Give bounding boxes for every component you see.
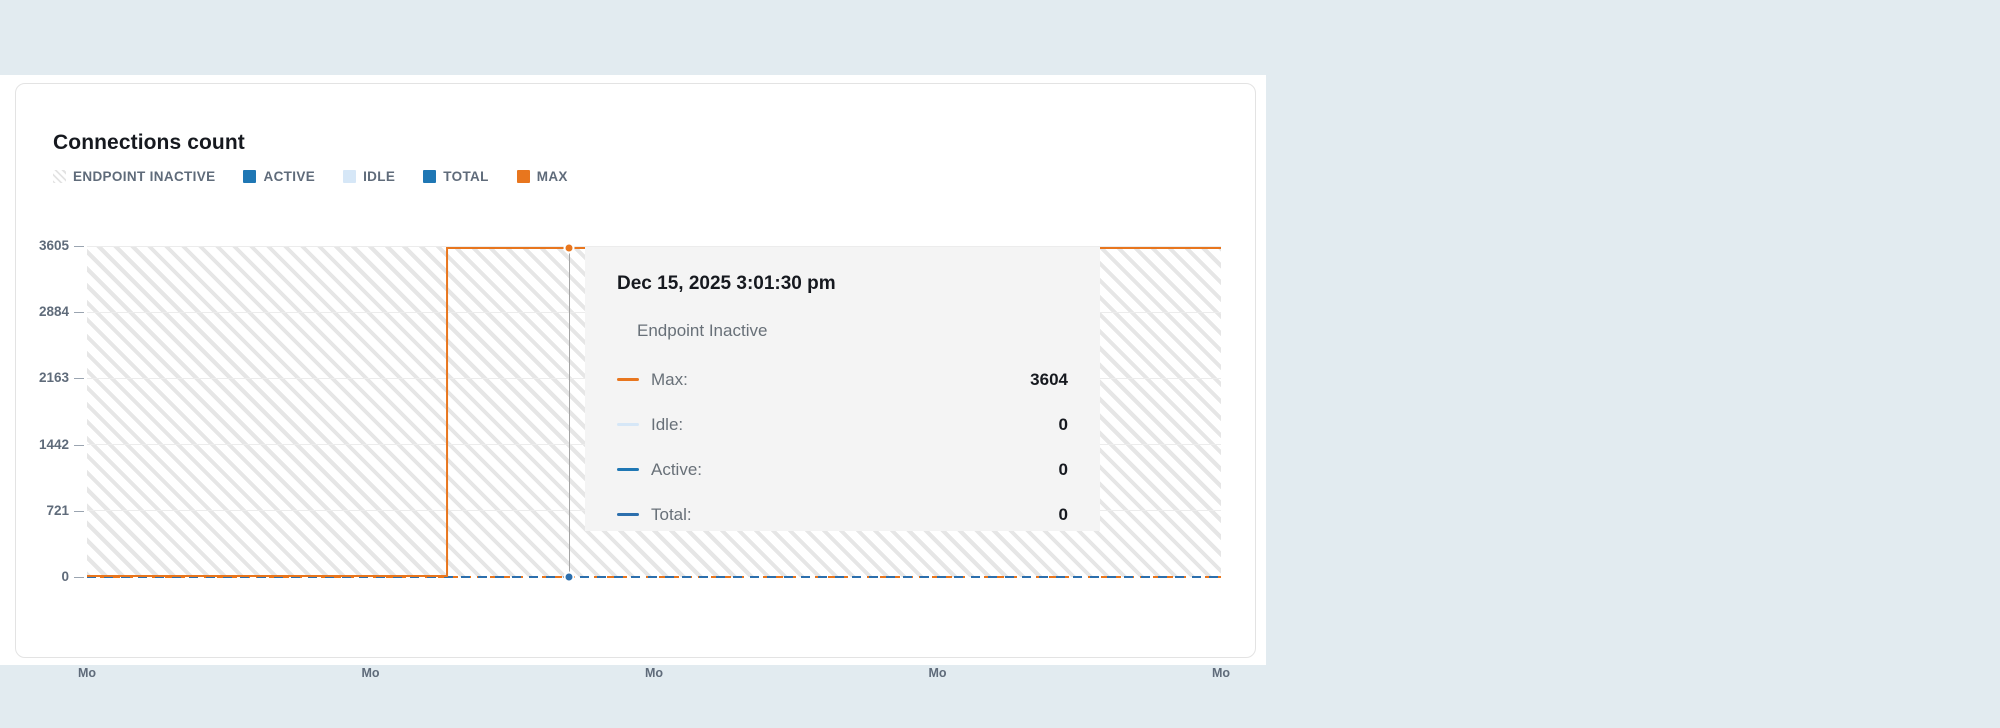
legend-item-label: TOTAL: [443, 169, 489, 184]
legend-item-label: ENDPOINT INACTIVE: [73, 169, 216, 184]
y-axis-tick-label: 0: [61, 569, 69, 584]
tooltip-row: Total: 0: [617, 492, 1068, 537]
tooltip-row-value: 3604: [1030, 369, 1068, 389]
crosshair-line: [569, 248, 570, 577]
y-axis-tick-label: 721: [46, 502, 69, 518]
x-axis-tick-label: Mo: [361, 666, 380, 680]
tooltip-timestamp: Dec 15, 2025 3:01:30 pm: [617, 273, 836, 294]
tooltip-row-value: 0: [1058, 414, 1068, 434]
x-axis-tick-label: Mo: [1211, 666, 1231, 680]
y-axis-tick-mark: [74, 378, 84, 379]
connections-count-card: Connections count ENDPOINT INACTIVE ACTIV…: [15, 83, 1257, 680]
tooltip-group-label: Endpoint Inactive: [637, 321, 768, 340]
page-panel: Connections count ENDPOINT INACTIVE ACTIV…: [0, 75, 1266, 680]
legend-item-idle[interactable]: IDLE: [343, 169, 395, 184]
x-axis-tick-label: Mo: [77, 666, 97, 680]
legend-item-endpoint-inactive[interactable]: ENDPOINT INACTIVE: [53, 169, 215, 184]
y-axis-tick-mark: [74, 312, 84, 313]
legend-swatch-icon: [243, 170, 257, 183]
y-axis-tick-label: 2884: [38, 304, 69, 320]
page-title: Connections count: [53, 131, 245, 154]
legend-swatch-icon: [423, 170, 437, 183]
legend-swatch-icon: [343, 170, 357, 183]
legend-item-label: ACTIVE: [263, 169, 316, 184]
tooltip-row: Idle: 0: [617, 402, 1068, 447]
chart-legend: ENDPOINT INACTIVE ACTIVE IDLE TOTAL MAX: [53, 169, 596, 184]
tooltip-row-key: Idle:: [651, 414, 684, 434]
series-total-baseline: [87, 576, 1221, 578]
tooltip-row-key: Active:: [651, 459, 703, 479]
tooltip-row-value: 0: [1058, 504, 1068, 524]
legend-item-active[interactable]: ACTIVE: [243, 169, 315, 184]
y-axis-tick-label: 2163: [38, 370, 69, 386]
tooltip-row-key: Total:: [651, 504, 692, 524]
chart-plot-wrapper: 3605 2884 2163 1442 721 0 Mo Mo Mo Mo Mo Dec 15, …: [16, 84, 1257, 680]
tooltip-series-color-icon: [617, 423, 639, 426]
hover-point-max: [563, 242, 575, 254]
gridline: [87, 246, 1221, 247]
y-axis-tick-label: 1442: [38, 436, 69, 452]
tooltip-series-color-icon: [617, 378, 639, 381]
tooltip-series-color-icon: [617, 513, 639, 516]
y-axis-tick-mark: [74, 246, 84, 247]
y-axis-tick-mark: [74, 577, 84, 578]
legend-item-max[interactable]: MAX: [516, 169, 568, 184]
legend-item-label: MAX: [536, 169, 568, 184]
tooltip-row: Active: 0: [617, 447, 1068, 492]
y-axis-tick-mark: [74, 445, 84, 446]
legend-item-label: IDLE: [363, 169, 396, 184]
x-axis-tick-label: Mo: [928, 666, 947, 680]
y-axis-tick-mark: [74, 511, 84, 512]
tooltip-rows: Max: 3604 Idle: 0 Active: 0 Total: 0: [617, 357, 1068, 537]
hover-point-total: [563, 571, 575, 583]
tooltip-row-key: Max:: [651, 369, 688, 389]
tooltip-row: Max: 3604: [617, 357, 1068, 402]
tooltip-row-value: 0: [1058, 459, 1068, 479]
legend-swatch-icon: [53, 170, 66, 183]
chart-tooltip: Dec 15, 2025 3:01:30 pm Endpoint Inactiv…: [585, 247, 1100, 531]
y-axis-tick-label: 3605: [38, 238, 69, 253]
legend-swatch-icon: [516, 170, 530, 183]
x-axis-tick-label: Mo: [644, 666, 664, 680]
tooltip-series-color-icon: [617, 468, 639, 471]
legend-item-total[interactable]: TOTAL: [423, 169, 489, 184]
